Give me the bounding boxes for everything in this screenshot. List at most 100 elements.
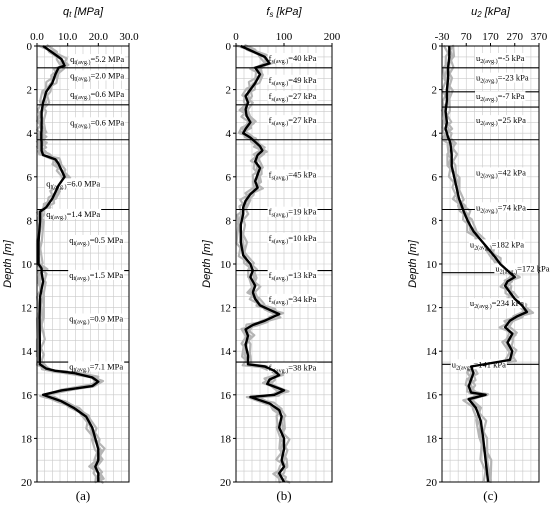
annotation-label-rest: =38 kPa [288,363,316,373]
annotation-bg [267,169,318,180]
annotation-label-main: q [46,178,51,188]
panel-title: fs [kPa] [266,6,302,19]
x-tick-label: 200 [324,31,341,43]
annotation-label-rest: =0.6 MPa [90,117,124,127]
annotation-label-rest: =5.2 MPa [90,54,124,64]
annotation-label-rest: =40 kPa [288,53,316,63]
annotation-label: u2(avg.)=74 kPa [476,202,526,214]
y-tick-label: 6 [27,172,33,184]
x-tick-label: 30.0 [119,31,139,43]
annotation-label-sub: 2(avg.) [480,172,497,179]
y-tick-label: 20 [426,477,438,489]
panel-title-main: q [63,6,70,18]
y-tick-label: 18 [220,433,232,445]
annotation-bg [267,232,318,243]
y-tick-label: 14 [220,346,232,358]
y-tick-label: 20 [21,477,33,489]
annotation-label-main: u [470,239,475,249]
annotation-bg [267,52,318,63]
annotation-label-sub: t(avg.) [50,214,66,221]
y-tick-label: 14 [426,346,438,358]
annotation-label-rest: =1.4 MPa [67,209,101,219]
annotation-label-rest: =19 kPa [288,207,316,217]
annotation-label: qt(avg.)=5.2 MPa [70,54,124,66]
x-tick-label: 70 [461,31,473,43]
annotation-bg [267,362,318,373]
panel-title-main: f [266,6,270,18]
annotation-label: u2(avg.)=-5 kPa [476,53,525,65]
annotation-label-rest: =0.5 MPa [90,235,124,245]
annotation-bg [468,239,526,250]
annotation-label-rest: =0.6 MPa [90,89,124,99]
annotation-label: fs(avg.)=13 kPa [269,270,317,282]
annotation-label-sub: t(avg.) [73,275,89,282]
annotation-label-sub: s(avg.) [271,275,288,282]
annotation-label: fs(avg.)=45 kPa [269,170,317,182]
annotation-label-main: u [476,53,481,63]
annotation-label-sub: s(avg.) [271,212,288,219]
annotation-label-rest: =45 kPa [288,170,316,180]
annotation-label: u2(avg.)=234 kPa [470,298,524,310]
y-tick-label: 0 [432,41,438,53]
panel-title-sub: 2 [476,10,482,19]
annotation-label-rest: =10 kPa [288,233,316,243]
annotation-label-main: q [46,209,51,219]
annotation-label-rest: =74 kPa [498,202,526,212]
panel-title-rest: [kPa] [482,6,511,18]
y-tick-label: 16 [21,390,33,402]
y-axis-title: Depth [m] [201,239,213,288]
x-tick-label: 0.0 [30,31,44,43]
annotation-label-main: f [269,207,272,217]
annotation-label-sub: t(avg.) [73,366,89,373]
annotation-label-main: q [70,70,75,80]
annotation-label: u2(avg.)=25 kPa [476,115,526,127]
annotation-label-sub: 2(avg.) [480,78,497,85]
annotation-bg [45,178,102,189]
annotation-bg [267,115,318,126]
y-tick-label: 0 [226,41,232,53]
annotation-label-rest: =2.0 MPa [90,70,124,80]
series-mean-line [37,45,100,482]
x-tick-label: 100 [276,31,293,43]
annotation-label: qt(avg.)=1.4 MPa [46,209,100,221]
annotation-label-main: u [470,298,475,308]
annotation-label-rest: =1.5 MPa [90,270,124,280]
annotation-label-sub: 2(avg.) [474,244,491,251]
annotation-label-sub: 2(avg.) [480,58,497,65]
annotation-label-sub: t(avg.) [74,122,90,129]
annotation-bg [267,293,318,304]
annotation-label: fs(avg.)=40 kPa [269,53,317,65]
annotation-label-sub: s(avg.) [271,175,288,182]
annotation-label: fs(avg.)=10 kPa [269,233,317,245]
annotation-bg [69,88,126,99]
annotation-bg [267,269,318,280]
annotation-bg [474,52,526,63]
annotation-label-main: q [69,361,74,371]
annotation-label-main: u [476,202,481,212]
annotation-label-main: q [69,235,74,245]
annotation-label-rest: =6.0 MPa [67,178,101,188]
y-tick-label: 12 [21,303,32,315]
y-tick-label: 8 [27,215,33,227]
panel-title: u2 [kPa] [471,6,511,19]
annotation-label-main: f [269,75,272,85]
annotation-label-sub: s(avg.) [271,368,288,375]
annotation-label-main: u [476,91,481,101]
annotation-label-main: q [69,314,74,324]
annotation-label-sub: s(avg.) [271,299,288,306]
annotation-bg [474,115,527,126]
annotation-label-main: q [70,54,75,64]
annotation-label: qt(avg.)=0.5 MPa [69,235,123,247]
annotation-label: u2(avg.)=42 kPa [476,167,526,179]
y-tick-label: 2 [226,85,232,97]
annotation-bg [267,74,318,85]
annotation-bg [68,361,125,372]
annotation-label-rest: =27 kPa [288,115,316,125]
annotation-label-sub: t(avg.) [74,75,90,82]
annotation-label: u2(avg.)=-7 kPa [476,91,525,103]
annotation-bg [494,263,538,274]
annotation-label: qt(avg.)=0.9 MPa [69,314,123,326]
